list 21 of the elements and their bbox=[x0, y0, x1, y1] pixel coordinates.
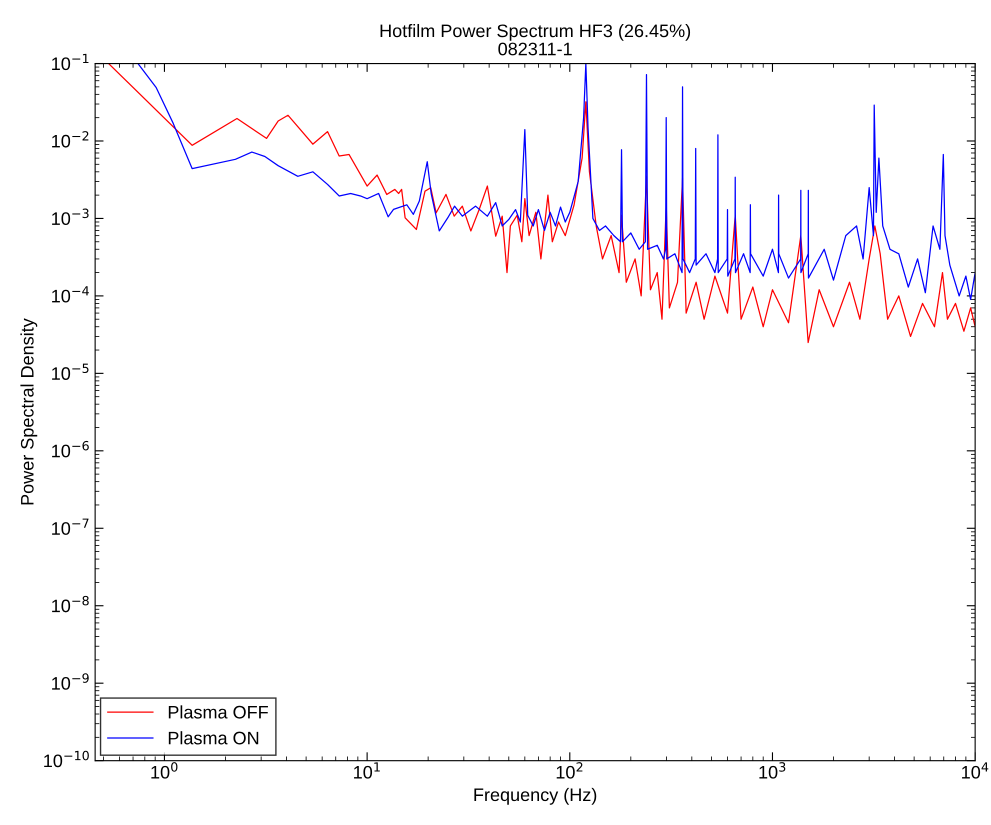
legend-label: Plasma OFF bbox=[168, 705, 268, 719]
y-axis-title: Power Spectral Density bbox=[20, 318, 38, 504]
y-tick-label: 10$^{−3}$ bbox=[52, 208, 89, 226]
y-tick-label: 10$^{−6}$ bbox=[52, 440, 89, 458]
chart-title: Hotfilm Power Spectrum HF3 (26.45%) bbox=[380, 24, 690, 41]
x-tick-label: 10$^{2}$ bbox=[556, 762, 582, 779]
y-tick-label: 10$^{−8}$ bbox=[52, 596, 89, 612]
x-tick-label: 10$^{0}$ bbox=[151, 762, 178, 779]
legend-label: Plasma ON bbox=[168, 731, 258, 744]
x-axis-title: Frequency (Hz) bbox=[474, 788, 596, 805]
y-tick-label: 10$^{−7}$ bbox=[52, 518, 89, 535]
y-tick-label: 10$^{−9}$ bbox=[52, 673, 89, 690]
x-tick-label: 10$^{4}$ bbox=[962, 762, 988, 779]
y-tick-label: 10$^{−4}$ bbox=[52, 286, 89, 302]
x-tick-label: 10$^{1}$ bbox=[354, 762, 380, 779]
y-tick-label: 10$^{−1}$ bbox=[52, 54, 88, 70]
chart-subtitle: 082311-1 bbox=[498, 42, 572, 56]
y-tick-label: 10$^{−5}$ bbox=[52, 364, 89, 380]
y-tick-label: 10$^{−10}$ bbox=[44, 750, 89, 768]
x-tick-label: 10$^{3}$ bbox=[759, 762, 786, 779]
y-tick-label: 10$^{−2}$ bbox=[52, 131, 88, 148]
